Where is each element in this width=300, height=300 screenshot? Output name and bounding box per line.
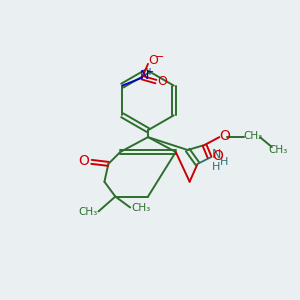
Text: O: O bbox=[212, 149, 223, 163]
Text: O: O bbox=[78, 154, 89, 168]
Text: O: O bbox=[157, 75, 167, 88]
Text: +: + bbox=[145, 67, 153, 77]
Text: H: H bbox=[212, 162, 220, 172]
Text: H: H bbox=[220, 157, 229, 167]
Text: CH₃: CH₃ bbox=[131, 203, 151, 214]
Text: CH₂: CH₂ bbox=[243, 131, 263, 141]
Text: CH₃: CH₃ bbox=[78, 207, 97, 218]
Text: N: N bbox=[140, 69, 149, 82]
Text: CH₃: CH₃ bbox=[268, 145, 287, 155]
Text: −: − bbox=[155, 52, 165, 62]
Text: O: O bbox=[219, 129, 230, 143]
Text: N: N bbox=[212, 148, 221, 161]
Text: O: O bbox=[148, 54, 158, 67]
